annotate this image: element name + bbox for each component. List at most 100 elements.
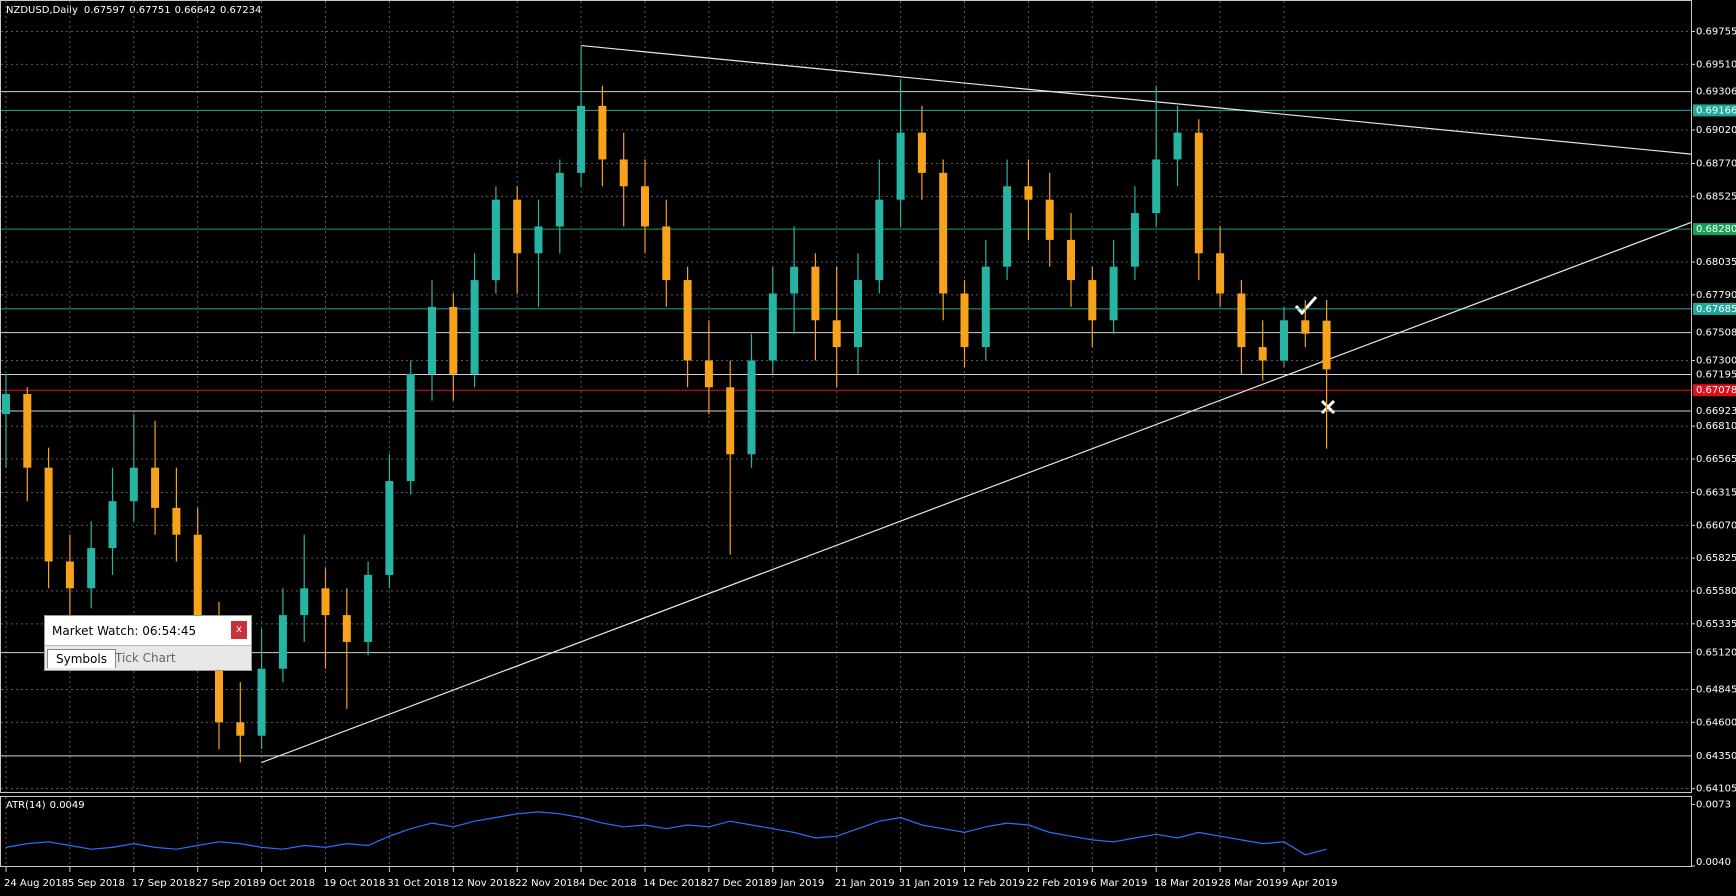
candle-body <box>1280 320 1288 361</box>
y-tick-label: 0.66070 <box>1696 520 1736 531</box>
candle-body <box>1237 293 1246 348</box>
candle-body <box>1067 239 1075 281</box>
tab[interactable]: Tick Chart <box>115 651 176 665</box>
x-tick-label: 9 Oct 2018 <box>260 878 315 889</box>
candle-body <box>1045 199 1054 240</box>
x-tick-label: 27 Sep 2018 <box>196 878 259 889</box>
candle-body <box>364 574 373 642</box>
candle-body <box>832 320 841 348</box>
candle-body <box>704 360 713 388</box>
y-tick-label: 0.0073 <box>1696 799 1731 810</box>
x-tick-label: 17 Sep 2018 <box>132 878 195 889</box>
candle-body <box>747 360 756 455</box>
y-tick-label: 0.65825 <box>1696 553 1736 564</box>
level-label: 0.66923 <box>1696 406 1736 417</box>
y-tick-label: 0.65580 <box>1696 586 1736 597</box>
candle-body <box>129 467 138 502</box>
symbol: NZDUSD,Daily <box>6 5 78 16</box>
y-tick-label: 0.66810 <box>1696 421 1736 432</box>
candle-body <box>1130 213 1139 267</box>
x-tick-label: 9 Jan 2019 <box>771 878 825 889</box>
candle-body <box>1258 347 1267 361</box>
candle-body <box>1152 159 1161 214</box>
x-tick-label: 12 Nov 2018 <box>451 878 515 889</box>
close: 0.67234 <box>220 5 261 16</box>
candle-body <box>172 507 181 535</box>
candle-body <box>1301 320 1310 334</box>
candle-body <box>1194 132 1203 254</box>
y-tick-label: 0.67300 <box>1696 355 1736 366</box>
close-button[interactable]: x <box>231 621 247 639</box>
candle-body <box>44 467 53 562</box>
candle-body <box>65 561 74 589</box>
y-tick-label: 0.69755 <box>1696 26 1736 37</box>
trendline <box>261 221 1692 764</box>
x-tick-label: 5 Sep 2018 <box>68 878 125 889</box>
candle-body <box>491 199 500 281</box>
level-label-bg <box>1693 104 1736 117</box>
candle-body <box>236 722 245 736</box>
market-watch: Market Watch: 06:54:45 x Symbols Tick Ch… <box>44 615 252 671</box>
y-tick-label: 0.64600 <box>1696 717 1736 728</box>
y-tick-label: 0.69020 <box>1696 125 1736 136</box>
candle-body <box>768 293 777 361</box>
candle-body <box>23 393 32 468</box>
candle-body <box>193 534 202 616</box>
candle-body <box>257 668 266 736</box>
y-tick-label: 0.67790 <box>1696 290 1736 301</box>
candle-body <box>428 306 436 374</box>
candle-body <box>811 266 820 321</box>
candle-body <box>854 280 862 348</box>
atr-pane-frame <box>0 796 1692 867</box>
candle-body <box>555 172 564 227</box>
candle-body <box>683 280 692 361</box>
candle-body <box>1322 320 1331 370</box>
x-tick-label: 12 Feb 2019 <box>963 878 1025 889</box>
candle-body <box>321 588 330 616</box>
tab[interactable]: Symbols <box>47 649 116 668</box>
x-tick-label: 22 Feb 2019 <box>1026 878 1088 889</box>
atr-line <box>5 811 1327 856</box>
candle-body <box>278 615 287 669</box>
x-tick-label: 19 Oct 2018 <box>324 878 386 889</box>
atr-value: 0.0049 <box>50 800 85 811</box>
chart-header: NZDUSD,Daily 0.67597 0.67751 0.66642 0.67234 <box>6 5 261 16</box>
candle-body <box>2 393 10 415</box>
candle-body <box>470 280 479 374</box>
level-label-bg <box>1693 223 1736 236</box>
level-label: 0.64350 <box>1696 751 1736 762</box>
candle-body <box>449 306 458 374</box>
candle-body <box>939 172 948 294</box>
level-label: 0.67195 <box>1696 370 1736 381</box>
market-watch-title: Market Watch: 06:54:45 <box>52 624 197 638</box>
x-tick-label: 4 Dec 2018 <box>579 878 637 889</box>
candle-body <box>917 132 926 173</box>
level-label: 0.65120 <box>1696 648 1736 659</box>
candle-body <box>342 615 351 642</box>
high: 0.67751 <box>129 5 170 16</box>
candle-body <box>513 199 522 254</box>
candle-body <box>87 548 96 589</box>
y-tick-label: 0.68525 <box>1696 191 1736 202</box>
candle-body <box>619 159 628 187</box>
check-icon <box>1294 296 1318 316</box>
candle-body <box>1088 280 1097 321</box>
y-tick-label: 0.68035 <box>1696 257 1736 268</box>
trendline <box>581 44 1692 155</box>
atr-header: ATR(14) 0.0049 <box>6 800 85 811</box>
x-tick-label: 28 Mar 2019 <box>1218 878 1281 889</box>
level-label: 0.68280 <box>1696 224 1736 235</box>
x-tick-label: 14 Dec 2018 <box>643 878 707 889</box>
candle-body <box>641 186 649 227</box>
x-tick-label: 18 Mar 2019 <box>1154 878 1217 889</box>
atr-name: ATR(14) <box>6 800 46 811</box>
candle-body <box>1109 266 1118 321</box>
x-tick-label: 27 Dec 2018 <box>707 878 771 889</box>
candle-body <box>598 105 607 160</box>
level-label: 0.67685 <box>1696 304 1736 315</box>
candle-body <box>896 132 905 200</box>
level-label: 0.67508 <box>1696 328 1736 339</box>
candle-body <box>300 588 309 616</box>
level-label: 0.67078 <box>1696 385 1736 396</box>
